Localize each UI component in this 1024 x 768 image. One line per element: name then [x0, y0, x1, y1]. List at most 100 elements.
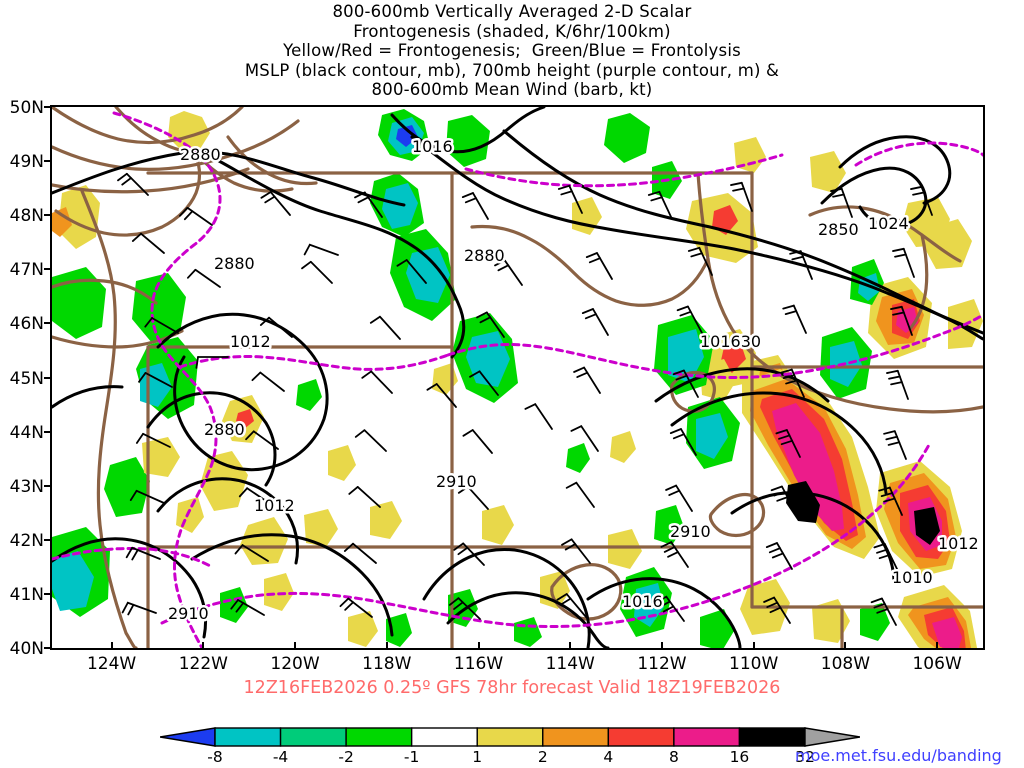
shading-polygon	[52, 267, 106, 339]
height-contours	[52, 111, 983, 648]
barb-flag	[343, 542, 354, 552]
barb-flag	[778, 434, 791, 440]
contour-label-halo: 1024	[868, 214, 909, 233]
shading-polygon	[700, 609, 734, 648]
shading-polygon	[296, 379, 322, 411]
wind-barb	[238, 487, 273, 506]
barb-flag	[369, 315, 381, 324]
barb-flag	[339, 597, 350, 608]
mslp-contour-line	[206, 153, 466, 359]
barb-flag	[178, 206, 189, 217]
barb-flag	[251, 371, 262, 382]
barb-flag	[238, 487, 249, 498]
barb-flag	[426, 383, 438, 391]
longitude-tick-label: 106W	[912, 654, 962, 674]
latitude-tick	[44, 647, 52, 649]
wind-barb	[878, 486, 903, 516]
barb-flag	[556, 593, 568, 601]
contour-label-halo: 1012	[230, 332, 271, 351]
barb-flag	[784, 310, 798, 315]
shading-polygon	[328, 445, 356, 481]
barb-shaft	[457, 597, 481, 620]
shading-polygon	[654, 505, 684, 545]
barb-shaft	[352, 542, 377, 564]
barb-flag	[765, 542, 778, 549]
wind-barb	[870, 597, 897, 626]
barb-shaft	[900, 305, 913, 336]
barb-flag	[873, 602, 886, 609]
barb-flag	[131, 232, 142, 242]
barb-shaft	[252, 430, 279, 450]
contour-label-halo: 1012	[938, 534, 979, 553]
shading-polygon	[604, 113, 650, 163]
barb-flag	[585, 252, 598, 259]
latitude-tick-label: 42N	[9, 530, 44, 551]
barb-flag	[780, 439, 794, 446]
barb-shaft	[347, 597, 373, 618]
longitude-tick	[936, 642, 939, 650]
latitude-tick-label: 49N	[9, 152, 44, 173]
wind-barb	[892, 247, 915, 278]
barb-shaft	[675, 484, 693, 512]
wind-barb	[581, 308, 609, 336]
mslp-contour-line	[190, 533, 394, 637]
barb-flag	[117, 172, 128, 182]
shading-polygon	[382, 183, 418, 229]
height-contour-line	[464, 153, 784, 188]
barb-flag	[557, 184, 571, 190]
shading-polygon	[304, 509, 338, 547]
barb-flag	[135, 432, 144, 444]
barb-shaft	[575, 481, 595, 508]
wind-barb	[195, 356, 229, 369]
barb-flag	[195, 356, 199, 369]
latitude-tick	[44, 322, 52, 325]
mslp-contour-line	[52, 537, 207, 639]
contour-label-halo: 2910	[436, 472, 477, 491]
barb-flag	[763, 596, 776, 603]
barb-shaft	[687, 305, 703, 334]
longitude-tick	[569, 642, 572, 650]
wind-barbs	[117, 172, 933, 626]
barb-flag	[581, 308, 594, 315]
barb-flag	[230, 599, 239, 610]
wind-barb	[886, 369, 909, 400]
latitude-tick	[44, 160, 52, 163]
barb-flag	[453, 542, 465, 551]
latitude-tick-label: 40N	[9, 639, 44, 659]
barb-flag	[776, 496, 789, 502]
colorbar-tick-label: 4	[603, 748, 614, 766]
barb-flag	[782, 374, 796, 379]
shading-polygon	[52, 207, 72, 237]
barb-shaft	[363, 191, 383, 218]
shading-polygon	[348, 611, 378, 647]
barb-shaft	[592, 308, 609, 336]
shading-polygon	[52, 551, 94, 611]
wind-barb	[494, 259, 523, 286]
barb-flag	[462, 429, 474, 437]
wind-barb	[129, 489, 165, 504]
mslp-contour-line	[390, 107, 546, 154]
barb-shaft	[792, 304, 807, 334]
barb-flag	[576, 371, 589, 378]
wind-barb	[125, 546, 161, 561]
latitude-tick	[44, 538, 52, 541]
contour-label: 1024	[868, 214, 909, 233]
barb-shaft	[241, 544, 269, 562]
wind-barb	[301, 260, 333, 284]
state-border-line	[80, 189, 138, 648]
shading-polygon	[446, 115, 490, 167]
height-contour-line	[854, 141, 983, 167]
mslp-contour-line	[422, 548, 591, 648]
barb-flag	[301, 260, 312, 270]
colorbar-tick-label: 32	[795, 748, 815, 766]
wind-barb	[476, 311, 505, 338]
barb-flag	[259, 316, 270, 326]
barb-flag	[887, 441, 901, 446]
longitude-tick	[110, 642, 113, 650]
barb-shaft	[379, 315, 401, 340]
shading-polygon	[396, 125, 418, 147]
barb-flag	[497, 264, 510, 272]
barb-shaft	[665, 595, 685, 622]
